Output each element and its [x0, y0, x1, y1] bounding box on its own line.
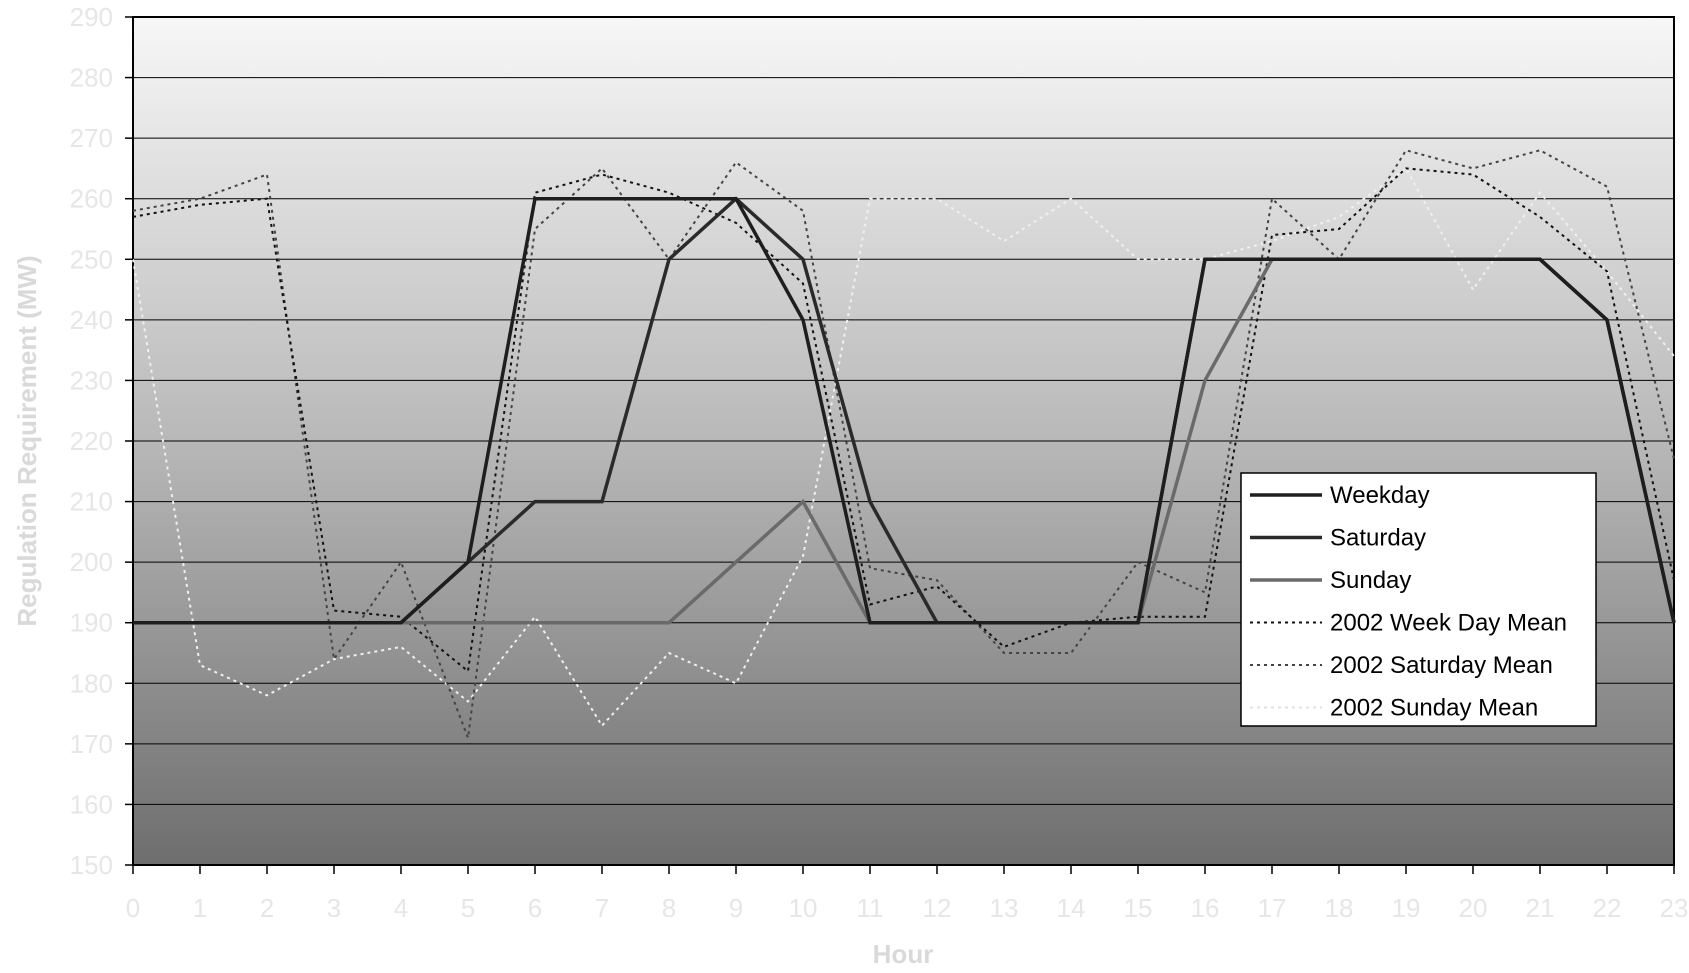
y-tick-label: 280 [70, 63, 113, 93]
legend-label: Saturday [1330, 525, 1426, 552]
x-tick-label: 2 [260, 893, 274, 923]
x-tick-label: 19 [1392, 893, 1421, 923]
x-tick-label: 0 [126, 893, 140, 923]
legend-items: Weekday Saturday Sunday 2002 Week Day Mean 2… [1250, 482, 1567, 722]
legend-box [1240, 472, 1597, 727]
legend-label: 2002 Sunday Mean [1330, 695, 1538, 722]
y-tick-label: 160 [70, 789, 113, 819]
x-tick-label: 23 [1660, 893, 1689, 923]
x-tick-label: 10 [789, 893, 818, 923]
y-tick-label: 200 [70, 547, 113, 577]
legend-label: Weekday [1330, 482, 1430, 509]
legend-label: 2002 Saturday Mean [1330, 652, 1553, 679]
series-line-2002-sunday-mean [132, 166, 1675, 728]
y-tick-label: 170 [70, 729, 113, 759]
series-line-weekday [133, 196, 1676, 625]
x-tick-label: 4 [394, 893, 408, 923]
y-tick-label: 290 [70, 2, 113, 32]
y-tick-label: 210 [70, 487, 113, 517]
series-line-2002-saturday-mean [132, 149, 1675, 739]
x-tick-label: 7 [595, 893, 609, 923]
x-tick-label: 12 [923, 893, 952, 923]
y-tick-label: 220 [70, 426, 113, 456]
legend-label: 2002 Week Day Mean [1330, 610, 1567, 637]
x-tick-label: 22 [1593, 893, 1622, 923]
series-lines [132, 149, 1676, 739]
y-tick-label: 260 [70, 184, 113, 214]
axes: 1501601701801902002102202302402502602702… [70, 2, 1689, 923]
x-tick-label: 8 [662, 893, 676, 923]
y-tick-label: 230 [70, 365, 113, 395]
x-tick-label: 14 [1057, 893, 1086, 923]
legend-label: Sunday [1330, 567, 1411, 594]
x-tick-label: 15 [1124, 893, 1153, 923]
y-tick-label: 240 [70, 305, 113, 335]
x-tick-label: 16 [1191, 893, 1220, 923]
x-tick-label: 20 [1459, 893, 1488, 923]
x-tick-label: 5 [461, 893, 475, 923]
x-tick-label: 21 [1526, 893, 1555, 923]
legend: Weekday Saturday Sunday 2002 Week Day Mean 2… [1240, 472, 1597, 727]
x-tick-label: 9 [729, 893, 743, 923]
y-tick-label: 190 [70, 608, 113, 638]
x-tick-label: 13 [990, 893, 1019, 923]
x-tick-label: 18 [1325, 893, 1354, 923]
x-tick-label: 11 [857, 893, 884, 923]
y-tick-label: 250 [70, 244, 113, 274]
x-tick-label: 1 [193, 893, 207, 923]
x-tick-label: 17 [1258, 893, 1287, 923]
y-axis-title: Regulation Requirement (MW) [12, 255, 42, 626]
y-tick-label: 150 [70, 850, 113, 880]
y-tick-label: 270 [70, 123, 113, 153]
x-tick-label: 6 [528, 893, 542, 923]
x-axis-title: Hour [873, 939, 934, 969]
y-tick-label: 180 [70, 668, 113, 698]
x-tick-label: 3 [327, 893, 341, 923]
